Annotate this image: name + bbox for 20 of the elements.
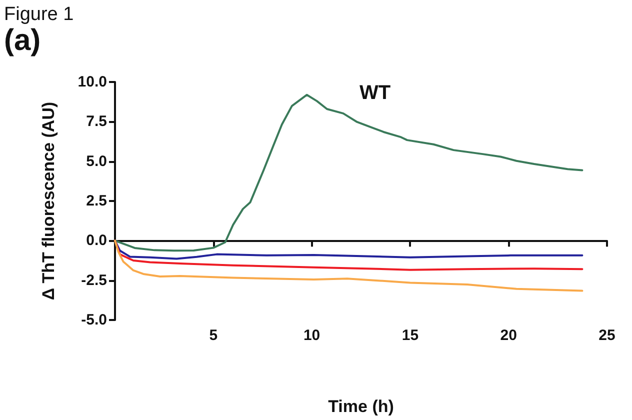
x-tick-label: 5 <box>209 327 218 344</box>
y-tick-label: -2.5 <box>81 272 107 289</box>
x-tick-label: 20 <box>500 327 517 344</box>
x-tick-label: 25 <box>598 327 616 344</box>
line-series <box>114 240 584 271</box>
y-tick-label: 5.0 <box>86 152 107 170</box>
y-axis-title: Δ ThT fluorescence (AU) <box>39 102 58 300</box>
y-tick-label: 0.0 <box>86 232 107 250</box>
x-tick-label: 15 <box>402 327 419 344</box>
x-tick-label: 10 <box>303 327 320 344</box>
y-tick-label: -5.0 <box>81 312 107 328</box>
text: (a) <box>4 24 41 58</box>
caption: Figure 1 <box>4 4 74 26</box>
line-series <box>114 240 584 260</box>
y-tick-label: 2.5 <box>86 192 107 210</box>
line-series <box>114 240 584 292</box>
y-tick-label: 7.5 <box>86 113 107 130</box>
y-tick-label: 10.0 <box>78 74 107 90</box>
x-axis-title: Time (h) <box>328 397 394 416</box>
chart-title: WT <box>359 82 391 104</box>
